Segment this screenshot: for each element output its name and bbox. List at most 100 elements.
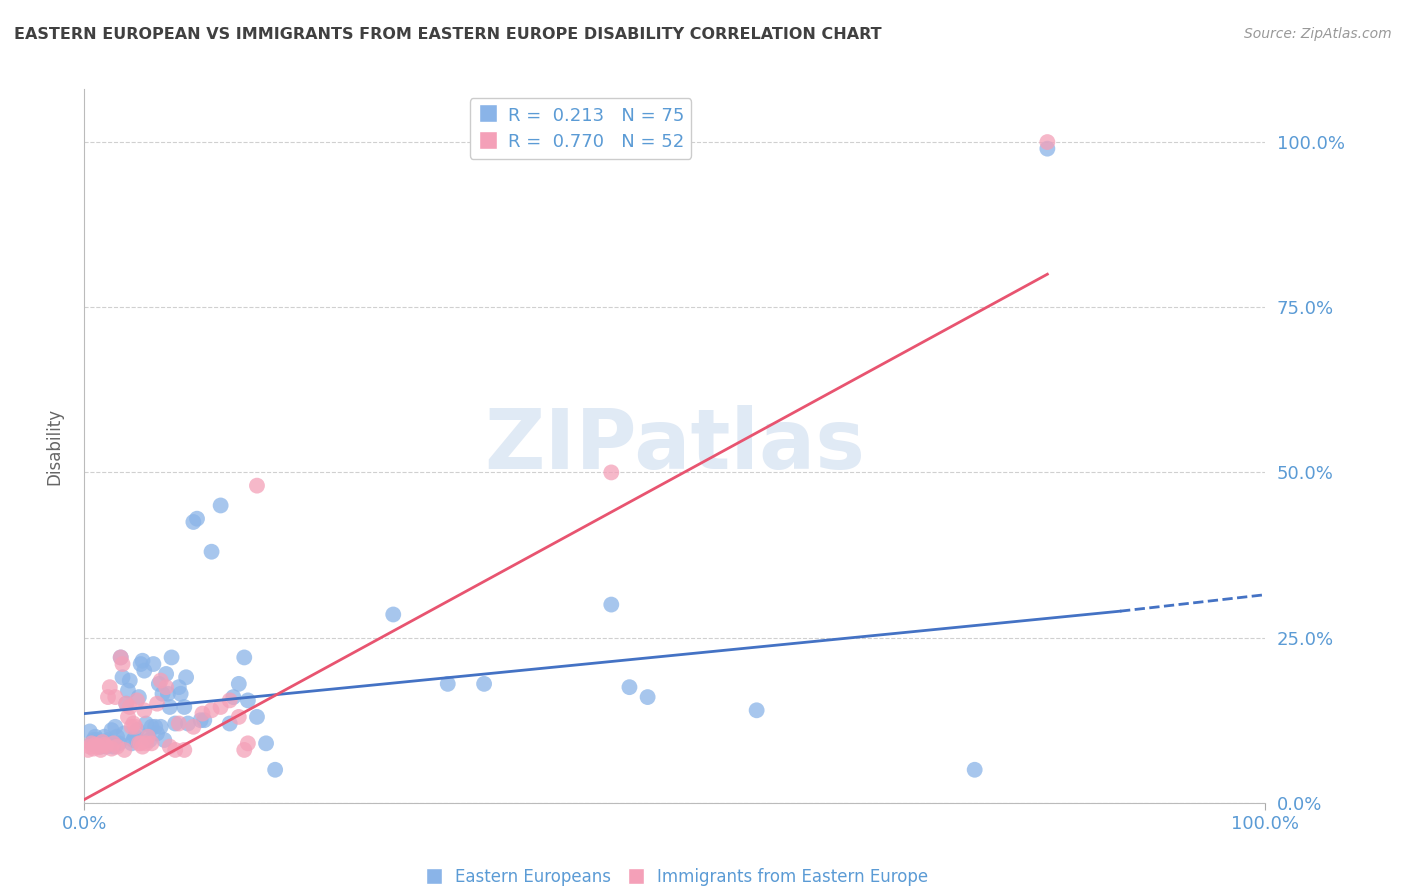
Point xyxy=(183,515,205,529)
Point xyxy=(79,739,101,754)
Point xyxy=(233,743,256,757)
Point xyxy=(146,726,169,740)
Point xyxy=(246,478,269,492)
Point xyxy=(131,739,153,754)
Point xyxy=(86,739,108,753)
Point xyxy=(177,716,200,731)
Point xyxy=(118,673,141,688)
Point xyxy=(91,735,114,749)
Point xyxy=(436,677,458,691)
Point xyxy=(174,670,197,684)
Point xyxy=(146,697,169,711)
Point xyxy=(149,673,172,688)
Point xyxy=(105,739,128,754)
Point xyxy=(79,724,101,739)
Point xyxy=(96,739,118,754)
Point xyxy=(191,706,214,721)
Point xyxy=(108,736,131,750)
Point xyxy=(103,736,125,750)
Point xyxy=(600,598,623,612)
Point xyxy=(124,730,146,744)
Point xyxy=(155,667,177,681)
Point xyxy=(160,650,183,665)
Point xyxy=(159,700,181,714)
Text: ZIPatlas: ZIPatlas xyxy=(485,406,865,486)
Point xyxy=(472,677,495,691)
Point xyxy=(110,650,132,665)
Point xyxy=(148,677,170,691)
Point xyxy=(193,713,215,727)
Point xyxy=(90,743,112,757)
Point xyxy=(111,670,134,684)
Point xyxy=(82,733,104,747)
Point xyxy=(129,736,152,750)
Point xyxy=(98,736,121,750)
Point xyxy=(1036,142,1059,156)
Point xyxy=(218,716,240,731)
Point xyxy=(77,743,100,757)
Point xyxy=(122,733,145,747)
Point xyxy=(382,607,405,622)
Point xyxy=(149,720,172,734)
Point xyxy=(167,680,190,694)
Point xyxy=(143,720,166,734)
Point xyxy=(963,763,986,777)
Point xyxy=(131,654,153,668)
Point xyxy=(619,680,641,694)
Point xyxy=(121,720,143,734)
Point xyxy=(1036,135,1059,149)
Point xyxy=(93,738,115,752)
Point xyxy=(134,703,156,717)
Point xyxy=(115,697,138,711)
Point xyxy=(100,723,122,738)
Point xyxy=(186,511,208,525)
Point xyxy=(233,650,256,665)
Point xyxy=(141,736,163,750)
Point xyxy=(173,700,195,714)
Point xyxy=(156,687,179,701)
Point xyxy=(222,690,245,704)
Point xyxy=(167,716,190,731)
Point xyxy=(134,664,156,678)
Point xyxy=(209,700,232,714)
Point xyxy=(128,690,150,704)
Point xyxy=(254,736,277,750)
Point xyxy=(111,657,134,671)
Point xyxy=(129,657,152,671)
Point xyxy=(82,741,104,756)
Point xyxy=(228,710,250,724)
Point xyxy=(112,726,135,740)
Point xyxy=(121,736,143,750)
Point xyxy=(80,736,103,750)
Point xyxy=(90,739,112,754)
Point xyxy=(136,730,159,744)
Point xyxy=(125,693,148,707)
Point xyxy=(153,733,176,747)
Point xyxy=(115,697,138,711)
Point xyxy=(93,730,115,744)
Point xyxy=(139,733,162,747)
Point xyxy=(117,710,139,724)
Point xyxy=(218,693,240,707)
Point xyxy=(165,743,187,757)
Point xyxy=(110,650,132,665)
Point xyxy=(190,713,212,727)
Text: Source: ZipAtlas.com: Source: ZipAtlas.com xyxy=(1244,27,1392,41)
Point xyxy=(159,739,181,754)
Point xyxy=(264,763,287,777)
Point xyxy=(155,680,177,694)
Y-axis label: Disability: Disability xyxy=(45,408,63,484)
Legend: Eastern Europeans, Immigrants from Eastern Europe: Eastern Europeans, Immigrants from Easte… xyxy=(415,861,935,892)
Point xyxy=(97,733,120,747)
Point xyxy=(200,703,222,717)
Point xyxy=(135,716,157,731)
Point xyxy=(104,720,127,734)
Point xyxy=(183,720,205,734)
Point xyxy=(87,736,110,750)
Point xyxy=(100,741,122,756)
Point xyxy=(169,687,191,701)
Point xyxy=(118,700,141,714)
Point xyxy=(86,733,108,747)
Point xyxy=(104,690,127,704)
Point xyxy=(122,716,145,731)
